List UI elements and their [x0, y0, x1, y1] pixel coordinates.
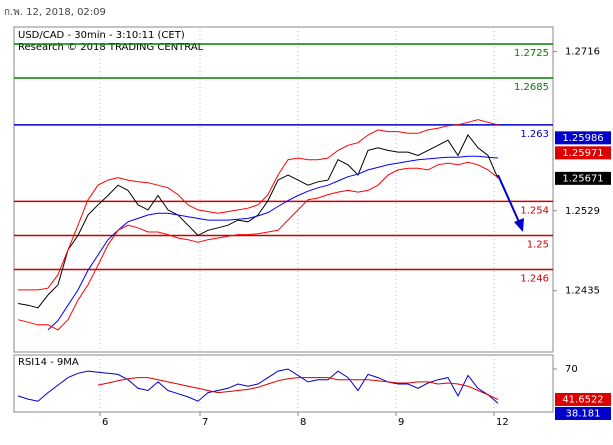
chart-subtitle: Research © 2018 TRADING CENTRAL — [18, 42, 204, 53]
x-tick-label: 6 — [102, 417, 108, 428]
x-tick-label: 12 — [496, 417, 509, 428]
y-tick-label: 1.2529 — [565, 206, 600, 217]
series-line — [17, 368, 499, 404]
main-panel — [13, 26, 554, 353]
rsi-title: RSI14 - 9MA — [18, 357, 79, 368]
series-line — [97, 377, 499, 400]
level-label: 1.25 — [527, 239, 549, 250]
chart-title: USD/CAD - 30min - 3:10:11 (CET) — [18, 30, 185, 41]
price-box-label: 1.25671 — [562, 173, 603, 184]
price-box — [555, 406, 611, 420]
level-label: 1.246 — [520, 273, 549, 284]
plot-layer: 1.27161.25291.24351.27251.26851.2631.254… — [14, 27, 611, 428]
series-line — [47, 155, 499, 331]
y-tick-label: 70 — [565, 364, 578, 375]
price-box — [555, 392, 611, 406]
series-line — [17, 161, 499, 331]
x-tick-label: 9 — [398, 417, 404, 428]
arrow-head — [514, 218, 524, 232]
price-box-label: 1.25971 — [562, 148, 603, 159]
price-box — [555, 146, 611, 160]
level-label: 1.263 — [520, 129, 549, 140]
x-tick-label: 7 — [202, 417, 208, 428]
price-box-label: 38.181 — [566, 408, 601, 419]
level-label: 1.254 — [520, 205, 549, 216]
x-tick-label: 8 — [300, 417, 306, 428]
y-tick-label: 1.2716 — [565, 47, 600, 58]
level-label: 1.2725 — [514, 48, 549, 59]
rsi-panel — [13, 354, 554, 413]
price-box — [555, 131, 611, 145]
price-box-label: 41.6522 — [562, 394, 603, 405]
price-box — [555, 171, 611, 185]
level-label: 1.2685 — [514, 82, 549, 93]
timestamp: ก.พ. 12, 2018, 02:09 — [4, 7, 106, 18]
series-line — [17, 134, 499, 309]
price-box-label: 1.25986 — [562, 133, 603, 144]
series-line — [18, 119, 499, 291]
forecast-arrow — [497, 174, 520, 223]
y-tick-label: 1.2435 — [565, 286, 600, 297]
